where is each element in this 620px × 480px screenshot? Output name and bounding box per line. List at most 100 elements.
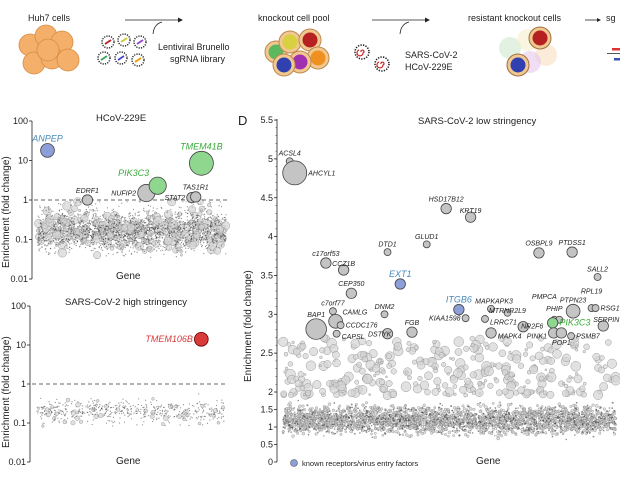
- y-axis-label-sars-high: Enrichment (fold change): [1, 336, 12, 448]
- gene-point: [152, 239, 154, 241]
- gene-point: [164, 224, 166, 226]
- gene-point: [54, 419, 56, 421]
- gene-point: [223, 235, 225, 237]
- gene-point: [123, 407, 125, 410]
- gene-point: [62, 412, 65, 414]
- gene-point: [64, 224, 66, 226]
- gene-point: [92, 413, 94, 416]
- gene-point: [162, 234, 164, 236]
- gene-point: [218, 410, 221, 412]
- gene-point: [105, 234, 107, 236]
- gene-point: [203, 230, 207, 233]
- gene-point: [147, 241, 149, 243]
- gene-point: [358, 337, 367, 346]
- gene-point: [90, 250, 92, 252]
- gene-point: [93, 409, 95, 411]
- gene-point: [365, 401, 368, 405]
- gene-point: [143, 222, 145, 224]
- gene-point: [51, 421, 53, 423]
- gene-point: [111, 223, 113, 225]
- gene-point: [519, 404, 521, 407]
- gene-point: [129, 234, 131, 236]
- gene-point: [103, 229, 105, 231]
- gene-point: [65, 239, 67, 241]
- gene-point: [163, 415, 169, 421]
- gene-point: [520, 428, 524, 432]
- gene-point: [125, 253, 127, 255]
- gene-point: [104, 240, 107, 243]
- gene-point: [315, 406, 319, 410]
- gene-point: [145, 227, 147, 229]
- gene-point: [118, 215, 120, 217]
- gene-point: [482, 430, 486, 434]
- gene-point: [495, 409, 498, 412]
- gene-point: [193, 239, 195, 241]
- gene-point: [213, 412, 215, 414]
- gene-point: [188, 407, 190, 409]
- gene-point: [185, 223, 187, 225]
- gene-point: [196, 215, 199, 217]
- gene-point: [91, 237, 93, 239]
- gene-point: [575, 348, 579, 352]
- gene-point: [99, 409, 101, 411]
- gene-point: [39, 229, 41, 231]
- gene-point: [608, 407, 611, 409]
- gene-point: [87, 406, 89, 408]
- gene-point: [163, 253, 165, 255]
- gene-point: [190, 416, 192, 418]
- gene-point: [144, 232, 146, 234]
- gene-point: [175, 248, 177, 250]
- gene-point: [177, 234, 179, 236]
- gene-point: [189, 228, 191, 230]
- gene-point: [127, 245, 129, 247]
- gene-point: [211, 238, 213, 240]
- arrow-2-branch: [399, 21, 410, 35]
- gene-point: [54, 237, 56, 240]
- gene-point: [127, 412, 129, 414]
- gene-point: [117, 232, 119, 234]
- gene-point: [178, 405, 180, 407]
- gene-point: [203, 409, 205, 411]
- gene-point: [87, 411, 89, 414]
- gene-point: [153, 406, 155, 408]
- gene-point: [140, 230, 143, 232]
- gene-point: [515, 423, 517, 426]
- gene-point: [47, 244, 49, 246]
- gene-point: [207, 404, 209, 406]
- gene-point: [65, 404, 67, 406]
- gene-point: [122, 231, 124, 233]
- gene-point: [191, 223, 193, 225]
- gene-point: [78, 208, 82, 212]
- gene-point: [200, 243, 202, 245]
- gene-point: [373, 374, 377, 378]
- gene-point: [503, 431, 507, 435]
- gene-point: [37, 236, 40, 238]
- gene-point: [55, 251, 57, 253]
- gene-point: [143, 209, 145, 211]
- gene-point: [104, 242, 106, 244]
- gene-point: [225, 232, 227, 234]
- gene-point: [178, 206, 180, 208]
- gene-point: [185, 413, 190, 418]
- gene-point: [74, 215, 76, 217]
- gene-point: [546, 390, 555, 399]
- gene-point: [185, 236, 187, 238]
- gene-point: [58, 243, 60, 245]
- gene-point: [175, 256, 177, 258]
- gene-point: [423, 431, 427, 434]
- gene-point: [43, 237, 45, 239]
- gene-point: [115, 213, 117, 215]
- gene-point: [183, 224, 185, 226]
- gene-point: [160, 245, 162, 247]
- gene-point: [73, 225, 75, 227]
- gene-point: [61, 236, 63, 239]
- gene-point: [130, 221, 133, 223]
- gene-point: [75, 202, 77, 204]
- gene-point: [132, 214, 134, 216]
- gene-point: [93, 222, 95, 224]
- gene-point: [221, 232, 223, 234]
- gene-point: [147, 247, 149, 249]
- gene-point: [88, 245, 91, 247]
- gene-point: [173, 409, 175, 411]
- gene-point: [189, 223, 191, 225]
